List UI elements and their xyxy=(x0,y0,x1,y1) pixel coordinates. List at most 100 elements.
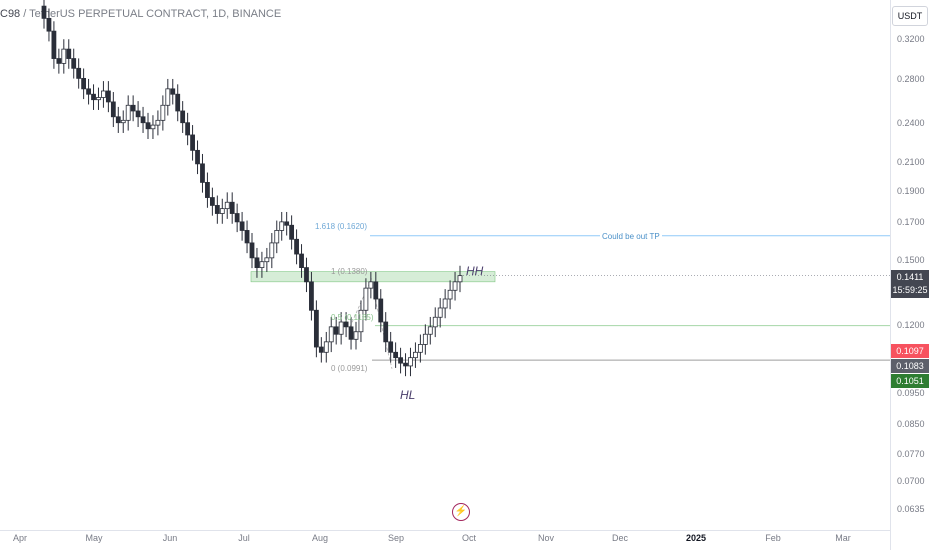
candle-body xyxy=(358,309,364,333)
price-tick: 0.0770 xyxy=(897,449,925,459)
candle-body xyxy=(165,88,171,106)
price-tick: 0.1900 xyxy=(897,186,925,196)
candle-body xyxy=(363,287,369,311)
time-axis[interactable] xyxy=(0,530,890,551)
price-tick: 0.0700 xyxy=(897,476,925,486)
candle-body xyxy=(120,119,126,124)
price-tick: 0.2100 xyxy=(897,157,925,167)
candle-body xyxy=(249,242,255,259)
time-tick: Jun xyxy=(162,533,178,543)
candle-body xyxy=(130,104,136,112)
price-tick: 0.2800 xyxy=(897,74,925,84)
time-tick: Aug xyxy=(311,533,329,543)
candle-body xyxy=(105,90,111,103)
candle-body xyxy=(294,238,299,255)
candle-body xyxy=(244,230,250,244)
candle-body xyxy=(264,257,270,263)
candle-body xyxy=(214,205,220,214)
time-tick: 2025 xyxy=(685,533,707,543)
candle-body xyxy=(96,97,101,101)
candle-body xyxy=(417,344,423,353)
price-tick: 0.1200 xyxy=(897,320,925,330)
candle-body xyxy=(145,122,151,130)
candle-body xyxy=(343,321,349,328)
candle-body xyxy=(408,357,413,367)
time-tick: Apr xyxy=(12,533,28,543)
lightning-icon[interactable]: ⚡ xyxy=(452,503,470,521)
time-tick: May xyxy=(85,533,103,543)
candle-body xyxy=(333,326,339,335)
candle-body xyxy=(71,58,77,69)
candle-body xyxy=(368,281,374,289)
price-badge: 0.1051 xyxy=(891,374,929,388)
candle-body xyxy=(388,341,394,353)
price-tick: 0.1500 xyxy=(897,255,925,265)
candle-body xyxy=(254,257,260,268)
candle-body xyxy=(229,201,235,214)
time-tick: Feb xyxy=(765,533,781,543)
price-badge: 0.1097 xyxy=(891,344,929,358)
candle-body xyxy=(413,351,418,359)
time-tick: Dec xyxy=(611,533,629,543)
currency-button[interactable]: USDT xyxy=(892,6,928,26)
candle-body xyxy=(81,77,87,90)
price-tick: 0.2400 xyxy=(897,118,925,128)
candle-body xyxy=(185,122,191,136)
chart-title: C98 / TetherUS PERPETUAL CONTRACT, 1D, B… xyxy=(0,8,281,20)
tp-label: Could be out TP xyxy=(600,232,662,241)
candle-body xyxy=(170,88,176,95)
candle-body xyxy=(328,326,334,343)
fib-label-05: 0.5 (0.1185) xyxy=(331,313,374,322)
candle-body xyxy=(279,221,285,231)
candle-body xyxy=(452,281,458,291)
candle-body xyxy=(155,119,161,126)
candle-body xyxy=(437,307,443,318)
candle-body xyxy=(269,242,275,259)
candle-body xyxy=(284,221,290,226)
current-price-badge: 0.1411 15:59:25 xyxy=(891,270,929,298)
candle-body xyxy=(205,182,210,198)
candle-body xyxy=(41,5,47,19)
candle-body xyxy=(289,224,295,240)
current-price: 0.1411 xyxy=(896,272,924,282)
candle-body xyxy=(46,17,52,32)
candle-body xyxy=(190,134,195,151)
candle-body xyxy=(398,357,403,364)
candle-body xyxy=(140,116,146,124)
candle-body xyxy=(175,93,181,112)
price-tick: 0.0635 xyxy=(897,504,925,514)
candle-body xyxy=(309,281,314,311)
candle-body xyxy=(373,281,379,300)
candle-body xyxy=(76,67,82,79)
candle-body xyxy=(224,201,230,210)
chart-title-rest: / TetherUS PERPETUAL CONTRACT, 1D, BINAN… xyxy=(20,8,282,20)
hl-label: HL xyxy=(400,388,416,402)
price-badge: 0.1083 xyxy=(891,359,929,373)
symbol-name[interactable]: C98 xyxy=(0,8,21,20)
candle-body xyxy=(299,253,304,268)
candle-body xyxy=(195,149,200,165)
candle-body xyxy=(403,362,408,367)
candle-body xyxy=(442,298,448,309)
candle-body xyxy=(56,58,62,64)
price-tick: 0.3200 xyxy=(897,34,925,44)
fib-label-0: 0 (0.0991) xyxy=(331,364,368,373)
time-tick: Oct xyxy=(461,533,477,543)
candle-body xyxy=(427,326,433,335)
candle-body xyxy=(432,316,438,328)
price-tick: 0.0950 xyxy=(897,388,925,398)
fib-label-1618: 1.618 (0.1620) xyxy=(315,222,368,231)
candle-body xyxy=(101,90,106,98)
candle-body xyxy=(219,208,225,214)
candle-body xyxy=(110,101,116,118)
candle-body xyxy=(150,124,156,130)
candle-body xyxy=(318,346,324,353)
candle-body xyxy=(239,221,245,231)
candle-body xyxy=(353,331,359,340)
candle-body xyxy=(378,298,384,323)
candle-body xyxy=(200,163,205,183)
candle-body xyxy=(115,116,121,124)
candle-body xyxy=(393,351,399,359)
candle-body xyxy=(125,104,131,121)
price-chart[interactable] xyxy=(0,0,890,530)
